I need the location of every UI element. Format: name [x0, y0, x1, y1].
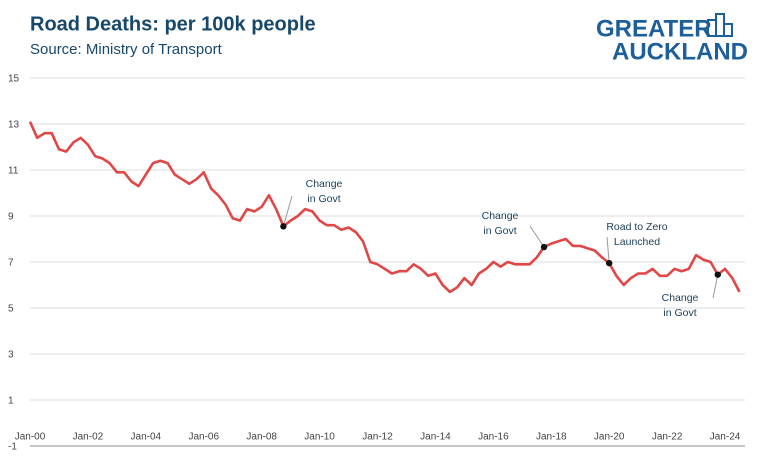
annotation-text: Change: [482, 210, 519, 222]
x-tick-label: Jan-24: [710, 432, 741, 443]
x-tick-label: Jan-10: [304, 432, 335, 443]
annotation-point: [540, 243, 548, 251]
data-line: [28, 121, 741, 294]
annotation-leader: [282, 195, 293, 227]
annotation-text: Change: [306, 178, 343, 190]
x-tick-label: Jan-08: [246, 432, 277, 443]
annotation-text: Launched: [614, 236, 660, 248]
x-tick-label: Jan-12: [362, 432, 393, 443]
annotation-leader: [712, 274, 719, 299]
annotation-text: Change: [662, 292, 699, 304]
x-tick-label: Jan-06: [188, 432, 219, 443]
logo-text: AUCKLAND: [612, 38, 748, 65]
annotation-point: [714, 271, 721, 278]
x-tick-label: Jan-18: [536, 432, 567, 443]
y-tick-label: 3: [8, 350, 14, 361]
chart-title: Road Deaths: per 100k people: [30, 13, 316, 35]
x-tick-label: Jan-22: [652, 432, 683, 443]
y-tick-label: 9: [8, 212, 14, 223]
annotation-leader: [529, 225, 545, 248]
x-tick-label: Jan-16: [478, 432, 509, 443]
annotation-text: Road to Zero: [606, 221, 667, 233]
chart-subtitle: Source: Ministry of Transport: [30, 41, 223, 58]
x-tick-label: Jan-00: [15, 432, 46, 443]
y-tick-label: 11: [8, 166, 19, 177]
annotation-leader: [606, 236, 610, 264]
annotation-point: [280, 223, 287, 230]
y-tick-label: 15: [8, 74, 20, 85]
x-tick-label: Jan-02: [73, 432, 104, 443]
y-tick-label: -1: [8, 442, 17, 453]
x-tick-label: Jan-04: [131, 432, 162, 443]
annotation-text: in Govt: [663, 307, 696, 319]
x-tick-label: Jan-20: [594, 432, 625, 443]
y-tick-label: 7: [8, 258, 14, 269]
y-tick-label: 13: [8, 120, 20, 131]
y-tick-label: 5: [8, 304, 14, 315]
x-tick-label: Jan-14: [420, 432, 451, 443]
logo-text: GREATER: [596, 15, 712, 42]
logo-icon: [707, 13, 733, 37]
y-tick-label: 1: [8, 396, 14, 407]
annotation-point: [606, 259, 613, 267]
annotation-text: in Govt: [483, 225, 516, 237]
annotation-text: in Govt: [307, 193, 340, 205]
